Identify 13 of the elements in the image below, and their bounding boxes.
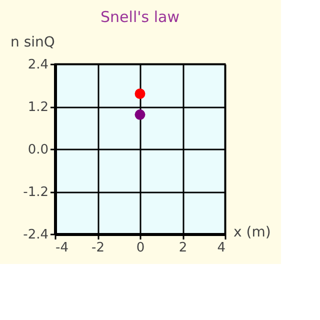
x-tick-label: 2 — [178, 240, 188, 256]
x-tick-label: -4 — [56, 240, 68, 256]
y-tick-label: 1.2 — [28, 100, 48, 115]
x-tick-label: 0 — [136, 240, 145, 256]
chart-title: Snell's law — [100, 8, 180, 26]
y-tick-label: 0.0 — [28, 142, 48, 158]
x-axis-title: x (m) — [234, 224, 271, 240]
y-tick-label: -2.4 — [23, 228, 48, 242]
y-axis-title: n sinQ — [10, 34, 55, 50]
x-tick-label: 4 — [217, 240, 226, 256]
y-tick-label: 2.4 — [28, 58, 48, 72]
y-tick-label: -1.2 — [23, 185, 48, 200]
x-tick-label: -2 — [92, 240, 104, 256]
